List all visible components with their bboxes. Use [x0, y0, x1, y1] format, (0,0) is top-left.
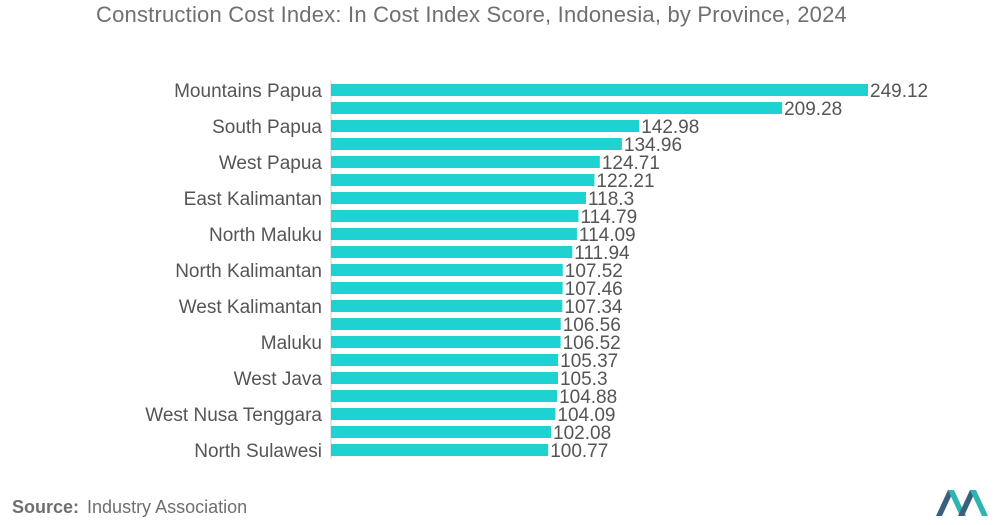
data-label: 104.88 [559, 387, 617, 408]
source-line: Source: Industry Association [12, 497, 247, 518]
bar [331, 354, 559, 366]
data-label: 134.96 [624, 135, 682, 156]
bar [331, 138, 622, 150]
bar [331, 228, 577, 240]
data-label: 105.37 [560, 351, 618, 372]
bar [331, 156, 600, 168]
data-label: 106.52 [563, 333, 621, 354]
bar [331, 264, 563, 276]
bar [331, 444, 549, 456]
bar [331, 246, 573, 258]
category-label: North Kalimantan [175, 261, 322, 282]
data-label: 107.46 [565, 279, 623, 300]
data-label: 107.52 [565, 261, 623, 282]
bar [331, 192, 587, 204]
data-label: 118.3 [588, 189, 634, 210]
bar [331, 174, 595, 186]
data-label: 142.98 [641, 117, 699, 138]
mordor-intelligence-logo-icon [936, 490, 988, 516]
data-label: 107.34 [564, 297, 623, 318]
category-label: Mountains Papua [174, 81, 322, 102]
bar [331, 372, 558, 384]
data-label: 114.79 [580, 207, 637, 228]
bar [331, 318, 561, 330]
data-label: 105.3 [560, 369, 608, 390]
category-label: West Java [234, 369, 323, 390]
data-label: 249.12 [870, 81, 928, 102]
bar [331, 120, 640, 132]
data-label: 122.21 [596, 171, 654, 192]
category-label: North Maluku [209, 225, 322, 246]
data-label: 114.09 [579, 225, 636, 246]
bar [331, 210, 579, 222]
source-label: Source: [12, 497, 80, 517]
data-label: 209.28 [784, 99, 842, 120]
category-label: West Kalimantan [179, 297, 322, 318]
category-label: Maluku [261, 333, 322, 354]
bar [331, 390, 558, 402]
category-label: South Papua [212, 117, 322, 138]
category-label: East Kalimantan [184, 189, 322, 210]
data-label: 111.94 [574, 243, 630, 264]
category-label: West Papua [219, 153, 323, 174]
bar-chart: 249.12 Mountains Papua 209.28 142.98 South P… [145, 81, 928, 462]
data-label: 106.56 [563, 315, 621, 336]
bar [331, 84, 868, 96]
bar [331, 102, 783, 114]
bar [331, 426, 552, 438]
source-text: Industry Association [87, 497, 248, 517]
bar [331, 300, 563, 312]
data-label: 100.77 [550, 441, 608, 462]
category-label: West Nusa Tenggara [145, 405, 322, 426]
bar [331, 336, 561, 348]
data-label: 102.08 [553, 423, 611, 444]
chart-title: Construction Cost Index: In Cost Index S… [96, 2, 847, 27]
data-label: 104.09 [557, 405, 615, 426]
category-label: North Sulawesi [194, 441, 322, 462]
bar [331, 408, 556, 420]
bar [331, 282, 563, 294]
data-label: 124.71 [602, 153, 660, 174]
